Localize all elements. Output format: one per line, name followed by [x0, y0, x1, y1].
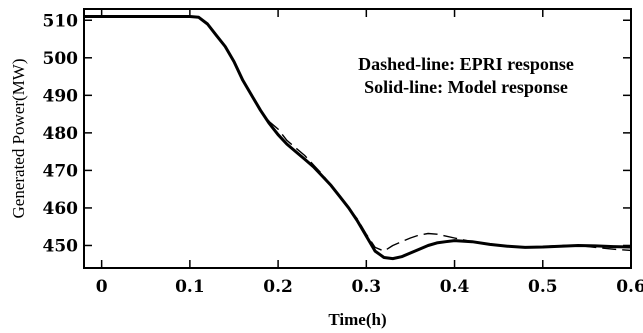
x-axis-ticks: 0 0.1 0.2 0.3 0.4 0.5 0.6	[96, 9, 643, 297]
y-tick-label: 490	[43, 86, 79, 106]
y-axis-ticks: 510 500 490 480 470 460 450	[43, 11, 631, 256]
series-layer	[84, 15, 632, 261]
series-model-response-solid-line	[84, 15, 632, 261]
x-tick-label: 0.4	[440, 277, 470, 297]
y-tick-label: 480	[43, 124, 79, 144]
series-epri-response-dashed-line	[84, 15, 632, 252]
y-tick-label: 510	[43, 11, 79, 31]
x-tick-label: 0.6	[616, 277, 643, 297]
x-axis-label: Time(h)	[328, 310, 386, 329]
y-tick-label: 500	[43, 49, 79, 69]
annotation-solid-line: Solid-line: Model response	[364, 77, 568, 97]
x-tick-label: 0.1	[175, 277, 205, 297]
x-tick-label: 0.5	[528, 277, 558, 297]
x-tick-label: 0.2	[263, 277, 293, 297]
annotation-dashed-line: Dashed-line: EPRI response	[358, 54, 574, 74]
y-tick-label: 470	[43, 161, 79, 181]
y-tick-label: 450	[43, 236, 79, 256]
y-tick-label: 460	[43, 199, 79, 219]
plot-frame	[83, 8, 632, 269]
x-tick-label: 0	[96, 277, 108, 297]
x-tick-label: 0.3	[352, 277, 382, 297]
y-axis-label: Generated Power(MW)	[9, 58, 28, 218]
